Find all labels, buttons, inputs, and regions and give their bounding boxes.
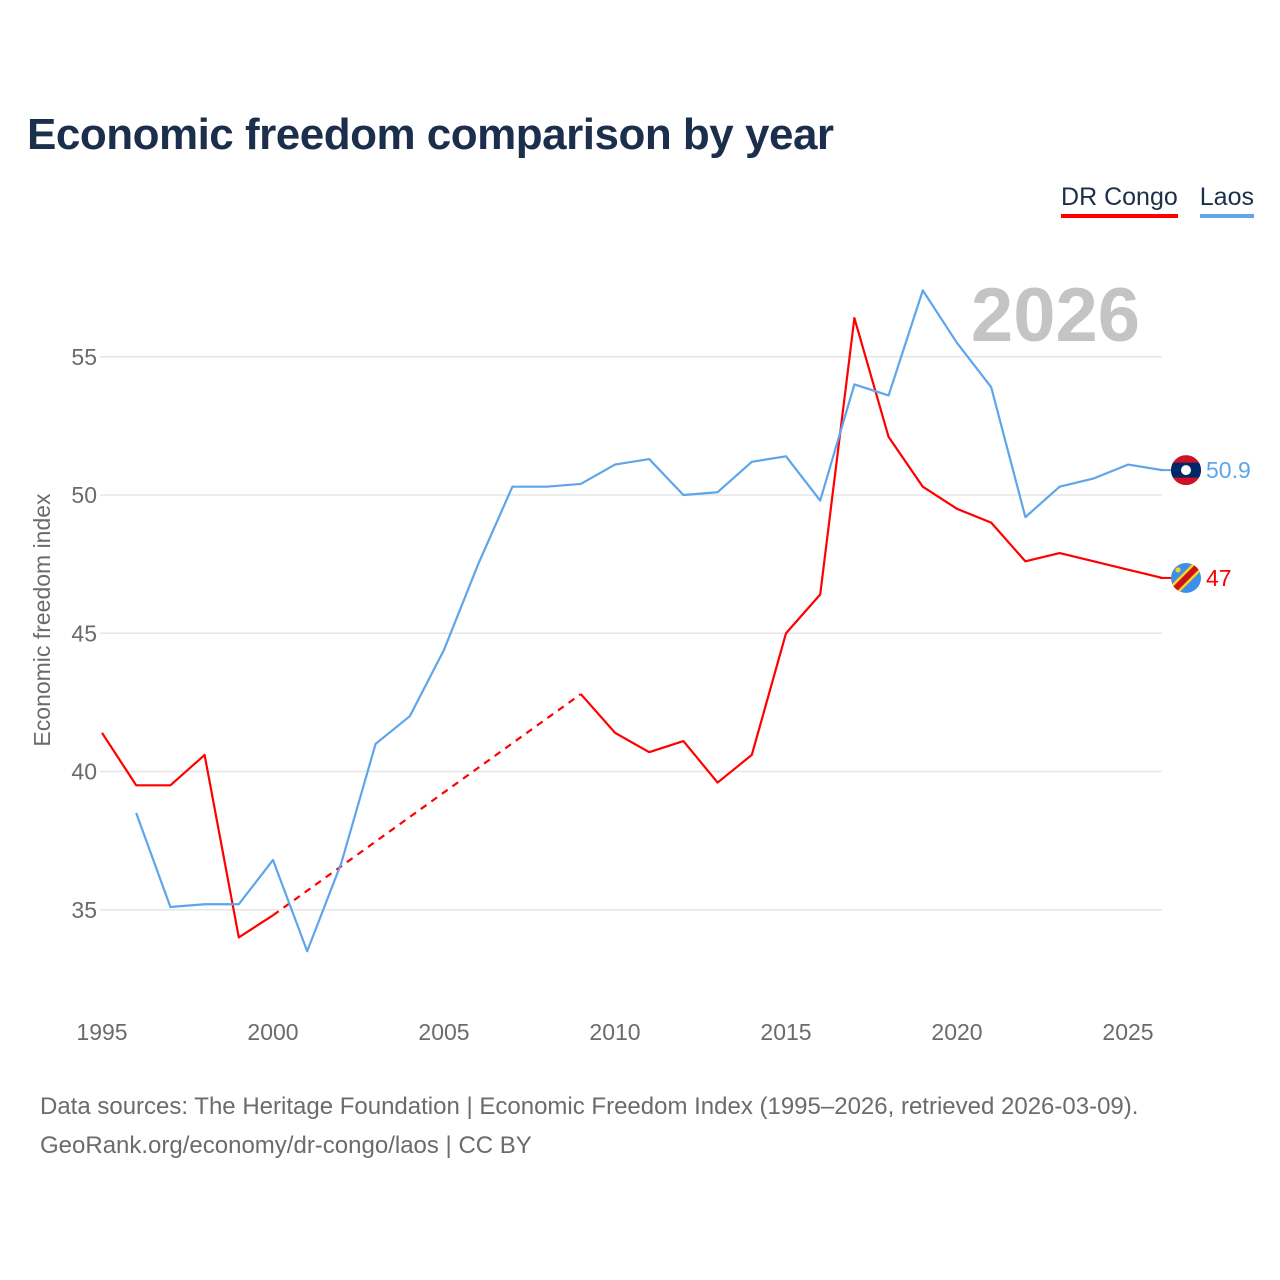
laos-point [746,456,758,468]
laos-point [643,453,655,465]
laos-point [506,481,518,493]
laos-point [1019,511,1031,523]
laos-line [135,289,1163,953]
dr-congo-point [1088,555,1100,567]
dr-congo-point [1054,547,1066,559]
laos-point [677,489,689,501]
y-tick-label: 45 [71,620,97,646]
laos-point [267,854,279,866]
laos-point [130,807,142,819]
laos-point [951,337,963,349]
legend: DR Congo Laos [1061,183,1254,218]
dr-congo-point [746,749,758,761]
laos-point [609,459,621,471]
chart-title: Economic freedom comparison by year [27,110,834,159]
dr-congo-point [575,688,587,700]
dr-congo-point [267,909,279,921]
laos-point [335,857,347,869]
dr-congo-line [579,316,1163,784]
laos-point [541,481,553,493]
laos-point [814,495,826,507]
laos-flag-icon [1171,455,1201,486]
y-tick-label: 40 [71,759,97,785]
laos-point [575,478,587,490]
dr-congo-point [677,735,689,747]
dr-congo-point [643,746,655,758]
dr-congo-point [848,312,860,324]
dr-congo-point [130,779,142,791]
laos-point [1054,481,1066,493]
x-tick-label: 1995 [76,1019,127,1045]
dr-congo-point [96,727,108,739]
laos-point [301,945,313,957]
dr-congo-line [101,732,274,939]
y-tick-label: 50 [71,482,97,508]
source-note: Data sources: The Heritage Foundation | … [40,1087,1138,1165]
laos-point [985,381,997,393]
dr-congo-point [199,749,211,761]
x-tick-label: 2010 [589,1019,640,1045]
x-tick-label: 2020 [931,1019,982,1045]
laos-point [1122,459,1134,471]
y-tick-label: 55 [71,344,97,370]
laos-point [883,389,895,401]
laos-point [370,738,382,750]
dr-congo-point [951,503,963,515]
x-tick-label: 2005 [418,1019,469,1045]
x-tick-label: 2025 [1102,1019,1153,1045]
year-watermark: 2026 [971,273,1140,358]
laos-point [1088,472,1100,484]
laos-point [780,450,792,462]
legend-item-laos[interactable]: Laos [1199,183,1254,218]
laos-point [472,558,484,570]
laos-point [404,710,416,722]
laos-point [164,901,176,913]
dr-congo-point [883,431,895,443]
x-tick-label: 2015 [760,1019,811,1045]
dr-congo-point [233,931,245,943]
laos-point [917,284,929,296]
dr-congo-flag-icon [1171,562,1201,593]
y-tick-label: 35 [71,897,97,923]
laos-point [438,644,450,656]
dr-congo-point [917,481,929,493]
dr-congo-point [164,779,176,791]
laos-point [199,898,211,910]
dr-congo-point [609,727,621,739]
source-link[interactable]: GeoRank.org/economy/dr-congo/laos | CC B… [40,1132,532,1159]
dr-congo-point [1019,555,1031,567]
dr-congo-point [780,627,792,639]
laos-point [848,378,860,390]
dr-congo-point [985,517,997,529]
x-tick-label: 2000 [247,1019,298,1045]
dr-congo-end-label: 47 [1206,565,1232,591]
laos-end-label: 50.9 [1206,457,1251,483]
laos-point [712,486,724,498]
dr-congo-point [1122,564,1134,576]
dr-congo-point [814,589,826,601]
dr-congo-point [712,777,724,789]
legend-item-dr-congo[interactable]: DR Congo [1061,183,1178,218]
laos-point [233,898,245,910]
dr-congo-gap-line [272,693,582,917]
source-line-1: Data sources: The Heritage Foundation | … [40,1093,1139,1120]
y-axis-label: Economic freedom index [29,493,55,747]
